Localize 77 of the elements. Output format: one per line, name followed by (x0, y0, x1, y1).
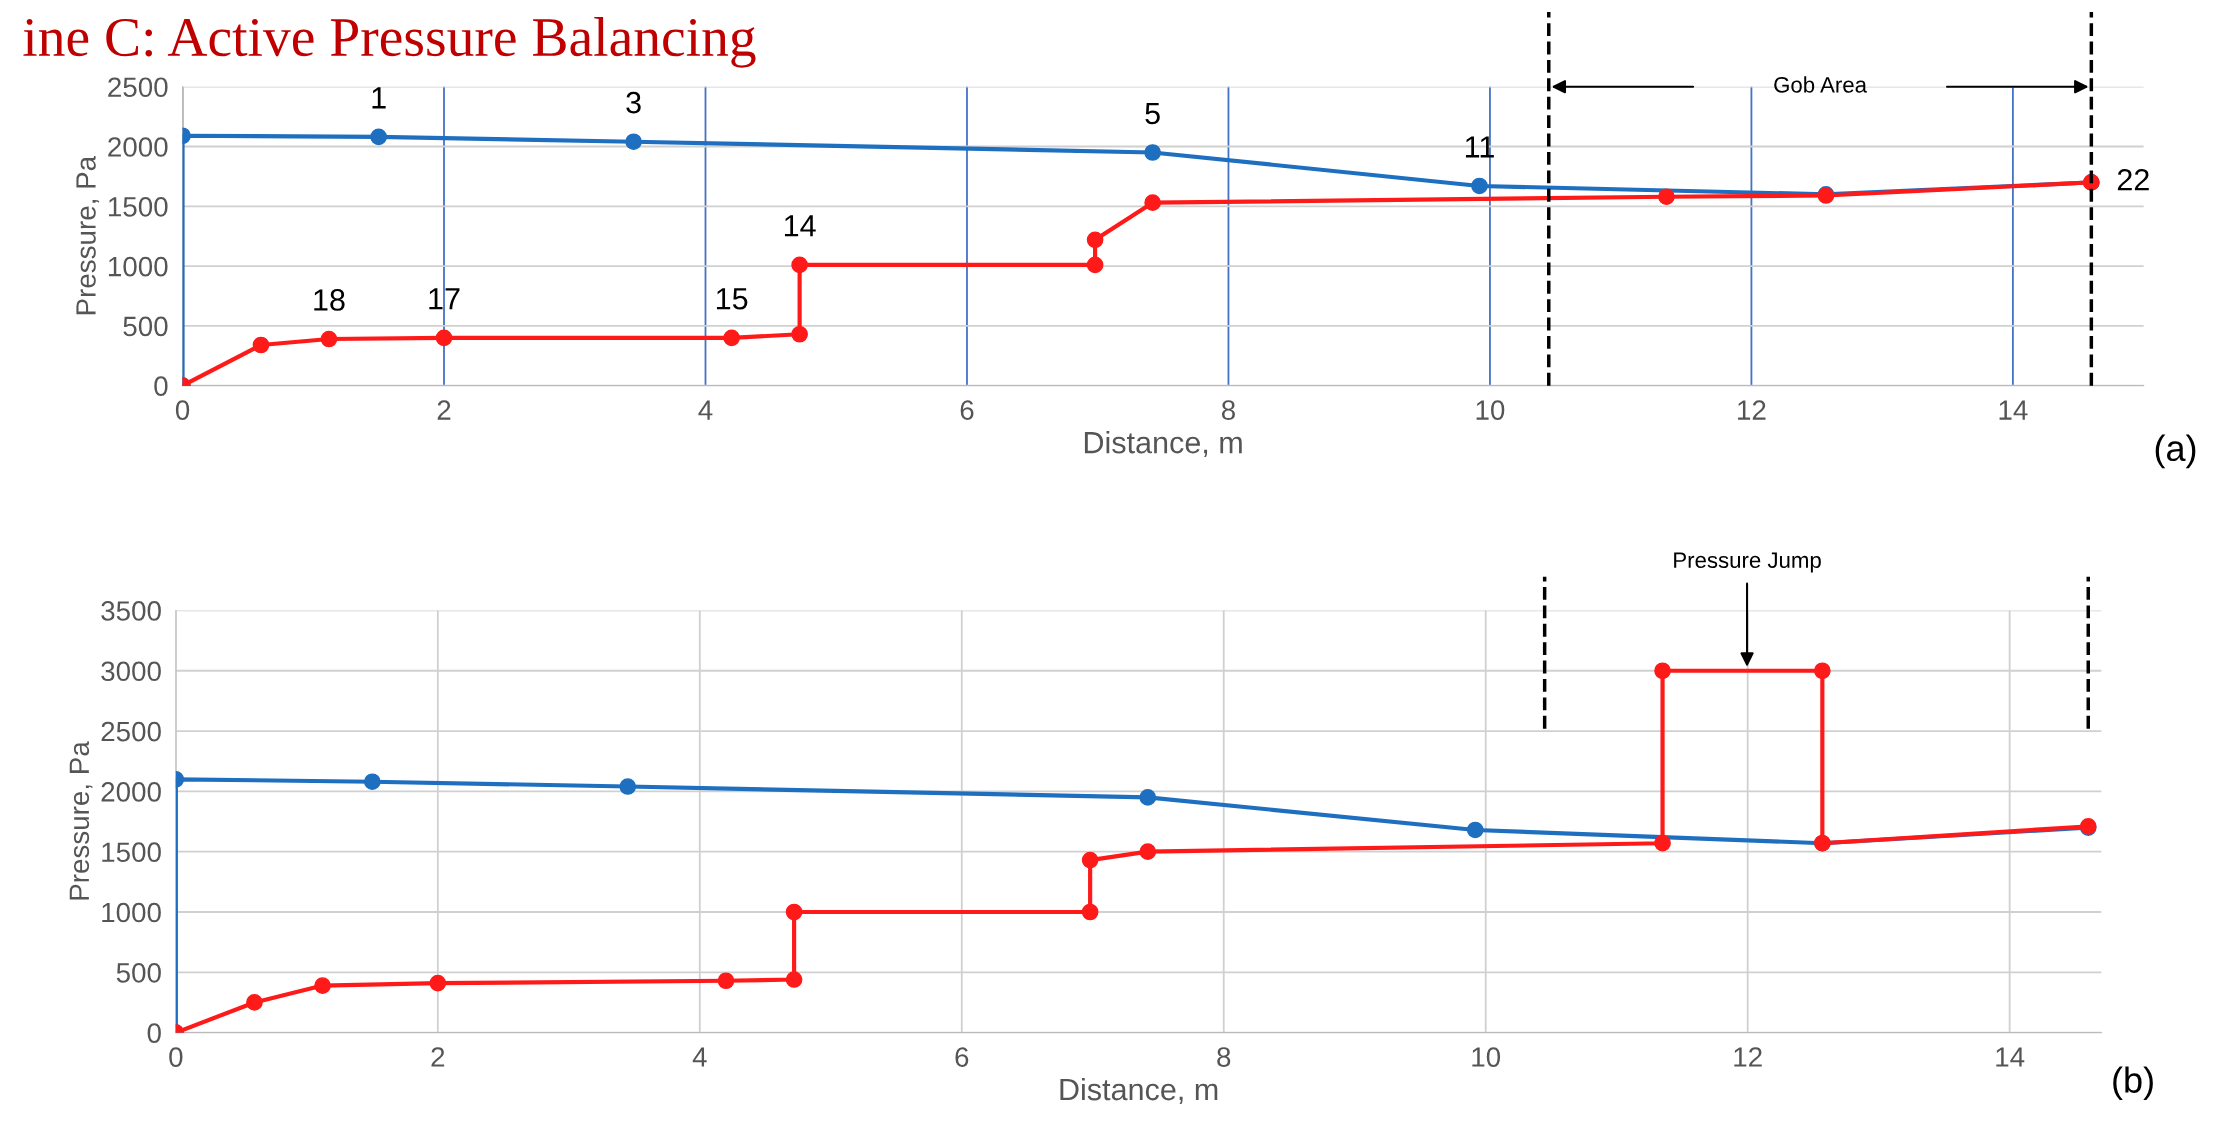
annotation: 1 (372, 87, 386, 109)
x-tick-label: 14 (1999, 400, 2028, 420)
point (785, 971, 803, 988)
y-tick-label: 2500 (101, 721, 161, 742)
y-axis-title: Pressure, Pa (69, 741, 93, 900)
x-tick-label: 10 (1472, 1047, 1501, 1067)
point (1139, 843, 1157, 861)
x-axis-title: Distance, m (1084, 431, 1242, 458)
point (785, 903, 803, 921)
x-tick-label: 2 (437, 400, 451, 420)
x-tick-label: 4 (698, 400, 713, 420)
y-tick-label: 1000 (108, 256, 168, 277)
x-tick-label: 14 (1996, 1047, 2025, 1067)
y-tick-label: 500 (123, 316, 168, 337)
annotation: Gob Area (1774, 76, 1867, 93)
text: Pressure Jump (1674, 552, 1821, 573)
annotation: 22 (2117, 168, 2149, 191)
annotation: 11 (1465, 136, 1494, 158)
text: (b) (2113, 1066, 2153, 1101)
x-axis-title: Distance, m (1060, 1077, 1218, 1104)
x-tick-label: 10 (1476, 400, 1505, 420)
point (1658, 188, 1675, 206)
point (625, 133, 642, 151)
point (1814, 662, 1831, 680)
point (363, 773, 381, 791)
x-tick-label: 8 (1217, 1047, 1231, 1067)
point (1466, 821, 1484, 839)
y-tick-label: 0 (154, 376, 168, 396)
x-tick-label: 8 (1221, 400, 1235, 420)
x-tick-label: 2 (431, 1047, 445, 1067)
x-tick-label: 0 (169, 1047, 183, 1067)
point (429, 974, 447, 992)
y-tick-label: 0 (147, 1023, 161, 1043)
point (1081, 903, 1099, 921)
annotation: 14 (784, 215, 816, 237)
x-tick-label: 6 (960, 400, 974, 420)
y-tick-label: 1500 (102, 842, 161, 863)
point (1086, 256, 1104, 274)
annotation: 3 (626, 91, 641, 114)
point (1139, 789, 1157, 806)
y-axis-title: Pressure, Pa (76, 155, 100, 315)
point (1471, 177, 1488, 195)
x-tick-label: 0 (175, 400, 190, 420)
x-tick-label: 12 (1734, 1047, 1762, 1067)
annotation: 5 (1145, 102, 1160, 125)
point (252, 336, 270, 354)
point (723, 329, 740, 347)
point (314, 977, 331, 994)
y-tick-label: 500 (116, 962, 161, 983)
point (717, 972, 735, 990)
y-tick-label: 2000 (101, 782, 161, 802)
y-tick-label: 2000 (108, 137, 168, 157)
y-tick-label: 3000 (101, 661, 161, 682)
point (435, 329, 453, 347)
y-tick-label: 1000 (102, 902, 161, 923)
point (1654, 834, 1671, 852)
point (1081, 851, 1099, 869)
point (791, 325, 808, 343)
point (619, 778, 637, 795)
annotation: 15 (716, 288, 748, 310)
y-tick-label: 3500 (101, 601, 161, 621)
y-tick-label: 2500 (108, 77, 168, 98)
point (1654, 662, 1671, 680)
point (370, 128, 387, 146)
chart-title: ine C: Active Pressure Balancing (23, 17, 756, 68)
point (320, 330, 338, 348)
x-tick-label: 4 (692, 1047, 707, 1067)
text: (a) (2155, 434, 2196, 469)
point (1144, 194, 1161, 212)
x-tick-label: 6 (955, 1047, 969, 1067)
point (1144, 144, 1161, 161)
point (791, 256, 808, 274)
y-tick-label: 1500 (108, 196, 168, 217)
point (1086, 231, 1104, 249)
point (246, 994, 263, 1011)
annotation: 18 (314, 289, 345, 311)
x-tick-label: 12 (1738, 400, 1766, 420)
